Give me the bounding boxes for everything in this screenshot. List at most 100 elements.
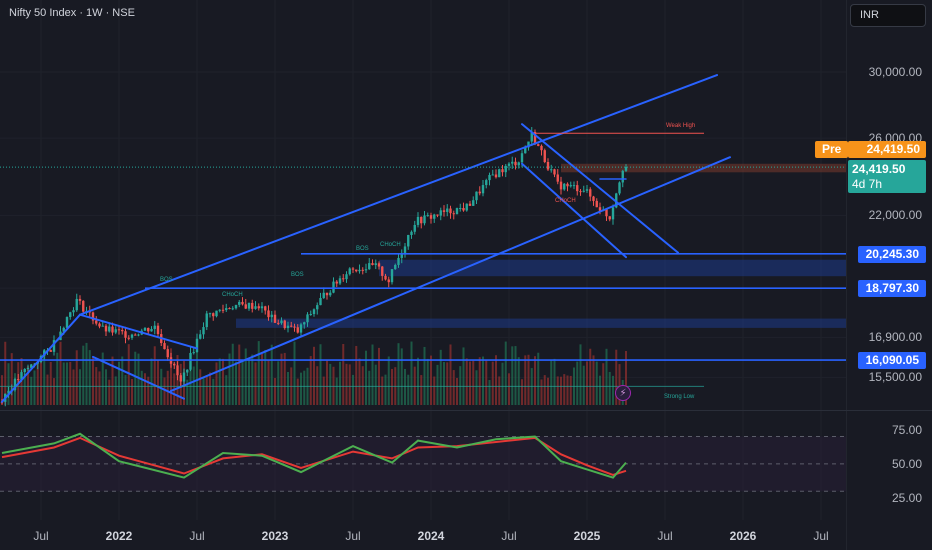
volume-bar — [524, 355, 527, 405]
volume-bar — [199, 369, 202, 405]
candle-body — [316, 305, 319, 310]
candle-body — [520, 153, 524, 163]
candle-body — [468, 203, 472, 206]
candle-body — [446, 208, 449, 212]
volume-bar — [485, 360, 488, 405]
volume-bar — [114, 376, 117, 405]
candle-body — [355, 269, 358, 272]
volume-bar — [1, 375, 3, 405]
volume-bar — [404, 368, 406, 405]
candle-body — [342, 278, 345, 280]
candle-body — [124, 331, 127, 338]
candle-body — [540, 145, 543, 151]
last-price-tag: 24,419.50 4d 7h — [848, 160, 926, 193]
volume-bar — [300, 372, 302, 405]
volume-bar — [456, 377, 458, 405]
volume-bar — [599, 375, 601, 405]
candle-body — [433, 214, 436, 219]
candle-body — [517, 162, 520, 166]
candle-body — [582, 190, 585, 192]
volume-bar — [144, 373, 146, 405]
candle-body — [329, 292, 332, 296]
candle-body — [595, 200, 598, 208]
time-tick-label: Jul — [33, 529, 49, 543]
volume-bar — [147, 376, 150, 405]
candle-body — [189, 352, 192, 370]
candle-body — [527, 141, 530, 148]
candle-body — [195, 338, 199, 353]
price-tick-label: 22,000.00 — [868, 208, 922, 223]
volume-bar — [618, 364, 621, 405]
volume-bar — [248, 358, 250, 405]
rsi-tick-label: 50.00 — [891, 456, 922, 471]
volume-bar — [157, 360, 159, 405]
candle-body — [566, 183, 569, 187]
candle-body — [537, 144, 540, 146]
volume-bar — [222, 358, 224, 405]
candle-body — [569, 185, 572, 187]
volume-bar — [465, 358, 468, 405]
choch-label: CHoCH — [222, 292, 243, 298]
candle-body — [514, 161, 517, 166]
choch-label: CHoCH — [555, 198, 576, 204]
volume-bar — [475, 370, 478, 405]
volume-bar — [446, 362, 449, 405]
candle-body — [348, 268, 351, 275]
volume-bar — [472, 360, 475, 405]
volume-bar — [7, 363, 10, 405]
candle-body — [312, 309, 316, 315]
candle-body — [605, 209, 608, 217]
flag-lower-trendline — [92, 355, 185, 400]
volume-bar — [150, 358, 153, 405]
volume-bar — [192, 366, 195, 405]
volume-bar — [36, 361, 39, 405]
flash-icon[interactable]: ⚡ — [615, 385, 631, 401]
volume-bar — [49, 361, 52, 405]
candle-body — [579, 191, 582, 193]
strong-low-label: Strong Low — [664, 394, 695, 400]
candle-body — [202, 327, 205, 335]
volume-bar — [56, 352, 59, 405]
volume-bar — [459, 366, 462, 405]
candle-body — [615, 193, 618, 208]
candle-body — [280, 320, 283, 324]
candle-body — [504, 165, 507, 173]
candle-body — [624, 166, 628, 171]
demand-zone — [379, 259, 846, 277]
volume-bar — [92, 357, 94, 405]
candle-body — [231, 308, 234, 310]
candle-body — [572, 185, 576, 187]
candle-body — [72, 310, 75, 313]
candle-body — [449, 208, 452, 214]
rsi-pane-divider[interactable] — [0, 410, 932, 411]
volume-bar — [72, 369, 75, 405]
volume-bar — [322, 376, 325, 405]
volume-bar — [238, 344, 241, 405]
candle-body — [30, 364, 33, 368]
candle-body — [478, 191, 481, 194]
candle-body — [264, 306, 267, 311]
candle-body — [592, 196, 595, 201]
volume-bar — [274, 377, 276, 405]
time-tick-label: 2025 — [573, 529, 601, 543]
volume-bar — [118, 361, 120, 405]
volume-bar — [267, 359, 270, 405]
candle-body — [52, 340, 56, 352]
time-tick-label: Jul — [813, 529, 829, 543]
volume-bar — [495, 355, 497, 405]
volume-bar — [498, 376, 501, 405]
volume-bar — [228, 353, 231, 405]
candle-body — [267, 310, 270, 318]
volume-bar — [339, 361, 341, 405]
candle-body — [65, 317, 69, 328]
volume-bar — [225, 375, 228, 405]
candle-body — [208, 313, 212, 315]
candle-body — [78, 298, 82, 301]
candle-body — [7, 390, 10, 394]
currency-button[interactable]: INR — [850, 4, 926, 27]
volume-bar — [134, 351, 137, 405]
volume-bar — [264, 349, 267, 405]
candle-body — [104, 325, 108, 332]
time-tick-label: 2024 — [417, 529, 445, 543]
